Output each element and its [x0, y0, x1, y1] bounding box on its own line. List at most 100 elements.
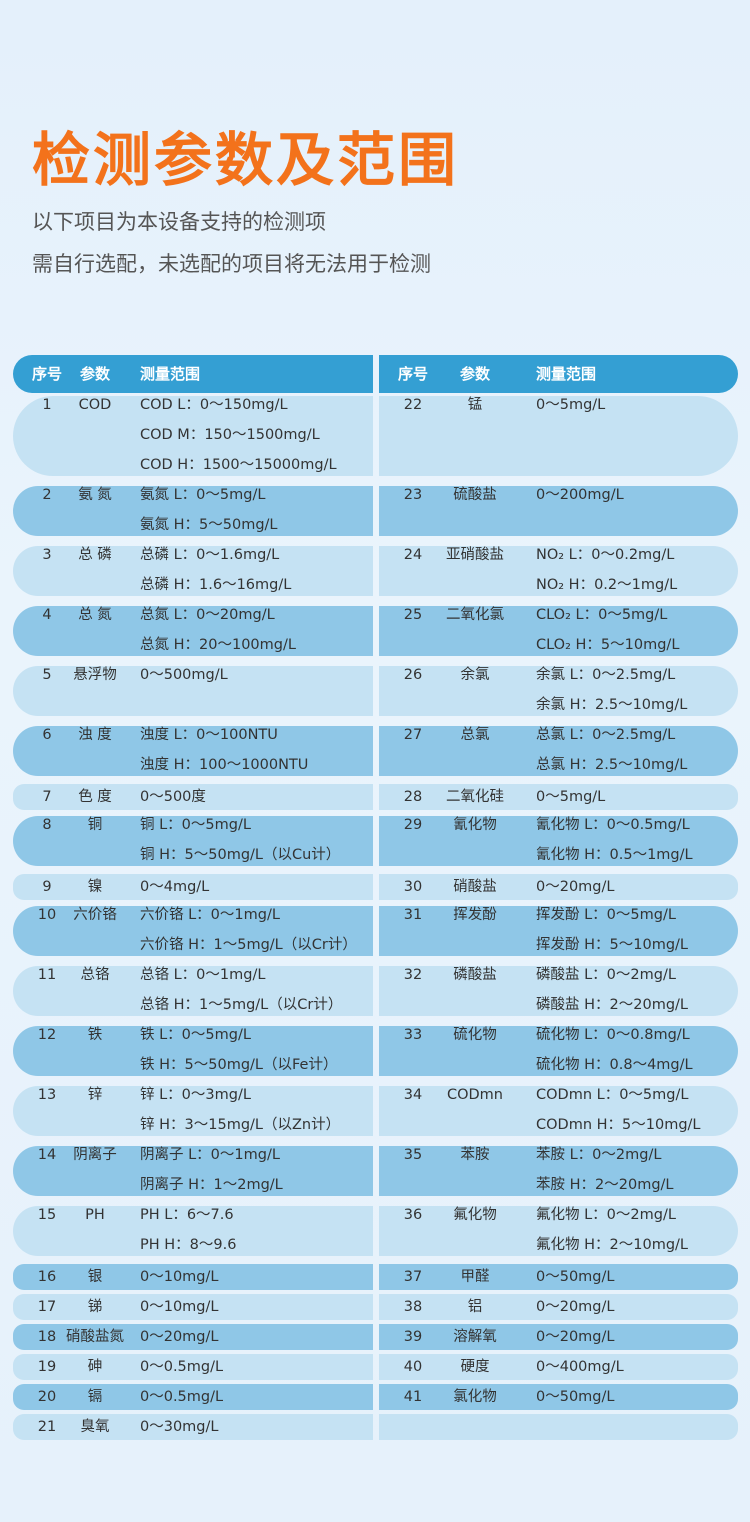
parameter-name: 银: [87, 1269, 103, 1285]
measurement-range: 0～5mg/L: [536, 397, 606, 413]
row-number: 5: [42, 667, 52, 683]
row-number: 31: [403, 907, 423, 923]
measurement-range: 0～20mg/L: [536, 1329, 615, 1345]
table-header-left: 序号 参数 测量范围: [13, 355, 373, 393]
table-row-right: 30 硝酸盐 0～20mg/L: [379, 874, 738, 900]
table-row-left: 6 浊 度 浊度 L：0～100NTU 浊度 H：100～1000NTU: [13, 726, 373, 776]
parameter-name: 溶解氧: [453, 1329, 497, 1345]
table-row-left: 10 六价铬 六价铬 L：0～1mg/L 六价铬 H：1～5mg/L（以Cr计）: [13, 906, 373, 956]
measurement-range: 阴离子 L：0～1mg/L: [140, 1147, 280, 1163]
measurement-range: 0～0.5mg/L: [140, 1359, 224, 1375]
parameter-name: 硫酸盐: [453, 487, 497, 503]
table-row-left: 20 镉 0～0.5mg/L: [13, 1384, 373, 1410]
table-row-right: 31 挥发酚 挥发酚 L：0～5mg/L 挥发酚 H：5～10mg/L: [379, 906, 738, 956]
measurement-range: 铜 H：5～50mg/L（以Cu计）: [140, 847, 341, 863]
measurement-range: 铜 L：0～5mg/L: [140, 817, 251, 833]
measurement-range: 0～400mg/L: [536, 1359, 624, 1375]
parameter-name: 阴离子: [73, 1147, 117, 1163]
table-row-right: 41 氯化物 0～50mg/L: [379, 1384, 738, 1410]
parameter-name: 硝酸盐: [453, 879, 497, 895]
measurement-range: 锌 H：3～15mg/L（以Zn计）: [140, 1117, 341, 1133]
measurement-range: 余氯 H：2.5～10mg/L: [536, 697, 688, 713]
measurement-range: 磷酸盐 H：2～20mg/L: [536, 997, 688, 1013]
row-number: 39: [403, 1329, 423, 1345]
page-title: 检测参数及范围: [32, 126, 460, 194]
measurement-range: 硫化物 H：0.8～4mg/L: [536, 1057, 693, 1073]
parameter-name: 硫化物: [453, 1027, 497, 1043]
header-no: 序号: [31, 365, 62, 383]
row-number: 22: [403, 397, 423, 413]
row-number: 37: [403, 1269, 423, 1285]
parameter-name: COD: [78, 397, 112, 413]
table-row-right: 36 氟化物 氟化物 L：0～2mg/L 氟化物 H：2～10mg/L: [379, 1206, 738, 1256]
table-row-right: 37 甲醛 0～50mg/L: [379, 1264, 738, 1290]
measurement-range: 氟化物 L：0～2mg/L: [536, 1207, 676, 1223]
parameter-name: 氯化物: [453, 1389, 497, 1405]
subtitle-line-2: 需自行选配，未选配的项目将无法用于检测: [32, 252, 431, 276]
row-number: 20: [37, 1389, 57, 1405]
measurement-range: 总磷 H：1.6～16mg/L: [140, 577, 292, 593]
table-row-right: 35 苯胺 苯胺 L：0～2mg/L 苯胺 H：2～20mg/L: [379, 1146, 738, 1196]
row-number: 4: [42, 607, 52, 623]
header-param: 参数: [79, 365, 110, 383]
parameter-name: 甲醛: [460, 1269, 490, 1285]
parameter-name: 铝: [467, 1299, 483, 1315]
row-number: 28: [403, 789, 423, 805]
header-range: 测量范围: [140, 365, 201, 383]
row-number: 38: [403, 1299, 423, 1315]
parameter-name: 二氧化氯: [446, 607, 504, 623]
measurement-range: 0～200mg/L: [536, 487, 624, 503]
table-row-right: 26 余氯 余氯 L：0～2.5mg/L 余氯 H：2.5～10mg/L: [379, 666, 738, 716]
measurement-range: 总氯 H：2.5～10mg/L: [536, 757, 688, 773]
header-param: 参数: [459, 365, 490, 383]
row-number: 32: [403, 967, 423, 983]
table-row-left: 2 氨 氮 氨氮 L：0～5mg/L 氨氮 H：5～50mg/L: [13, 486, 373, 536]
measurement-range: 总铬 H：1～5mg/L（以Cr计）: [140, 997, 343, 1013]
measurement-range: CLO₂ H：5～10mg/L: [536, 637, 680, 653]
table-row-left: 9 镍 0～4mg/L: [13, 874, 373, 900]
measurement-range: 0～30mg/L: [140, 1419, 219, 1435]
measurement-range: 0～20mg/L: [536, 1299, 615, 1315]
measurement-range: 氨氮 H：5～50mg/L: [140, 517, 278, 533]
measurement-range: 0～50mg/L: [536, 1269, 615, 1285]
measurement-range: CLO₂ L：0～5mg/L: [536, 607, 668, 623]
row-number: 11: [37, 967, 57, 983]
parameter-name: 锌: [87, 1087, 103, 1103]
measurement-range: 0～5mg/L: [536, 789, 606, 805]
row-number: 19: [37, 1359, 57, 1375]
row-number: 24: [403, 547, 423, 563]
table-row-right: 39 溶解氧 0～20mg/L: [379, 1324, 738, 1350]
measurement-range: 0～20mg/L: [536, 879, 615, 895]
row-number: 15: [37, 1207, 57, 1223]
parameter-name: 镉: [87, 1389, 103, 1405]
row-number: 8: [42, 817, 52, 833]
table-row-left: 7 色 度 0～500度: [13, 784, 373, 810]
row-number: 40: [403, 1359, 423, 1375]
header-range: 测量范围: [536, 365, 597, 383]
parameter-name: 氰化物: [453, 817, 497, 833]
table-row-left: 18 硝酸盐氮 0～20mg/L: [13, 1324, 373, 1350]
parameter-name: 悬浮物: [73, 667, 117, 683]
row-number: 18: [37, 1329, 57, 1345]
row-number: 30: [403, 879, 423, 895]
parameter-name: 浊 度: [78, 727, 112, 743]
measurement-range: 总氮 L：0～20mg/L: [140, 607, 275, 623]
measurement-range: PH L：6～7.6: [140, 1207, 234, 1223]
measurement-range: COD L：0～150mg/L: [140, 397, 288, 413]
parameter-name: 铜: [87, 817, 103, 833]
measurement-range: CODmn L：0～5mg/L: [536, 1087, 689, 1103]
row-number: 1: [42, 397, 52, 413]
measurement-range: NO₂ L：0～0.2mg/L: [536, 547, 675, 563]
parameter-name: 六价铬: [73, 907, 117, 923]
row-number: 36: [403, 1207, 423, 1223]
row-number: 2: [42, 487, 52, 503]
parameter-name: 铁: [87, 1027, 103, 1043]
row-number: 35: [403, 1147, 423, 1163]
table-row-left: 5 悬浮物 0～500mg/L: [13, 666, 373, 716]
measurement-range: 氰化物 L：0～0.5mg/L: [536, 817, 690, 833]
parameter-name: 总 磷: [78, 547, 112, 563]
table-row-right: 34 CODmn CODmn L：0～5mg/L CODmn H：5～10mg/L: [379, 1086, 738, 1136]
table-row-right: 23 硫酸盐 0～200mg/L: [379, 486, 738, 536]
table-row-left: 8 铜 铜 L：0～5mg/L 铜 H：5～50mg/L（以Cu计）: [13, 816, 373, 866]
measurement-range: 苯胺 L：0～2mg/L: [536, 1147, 662, 1163]
